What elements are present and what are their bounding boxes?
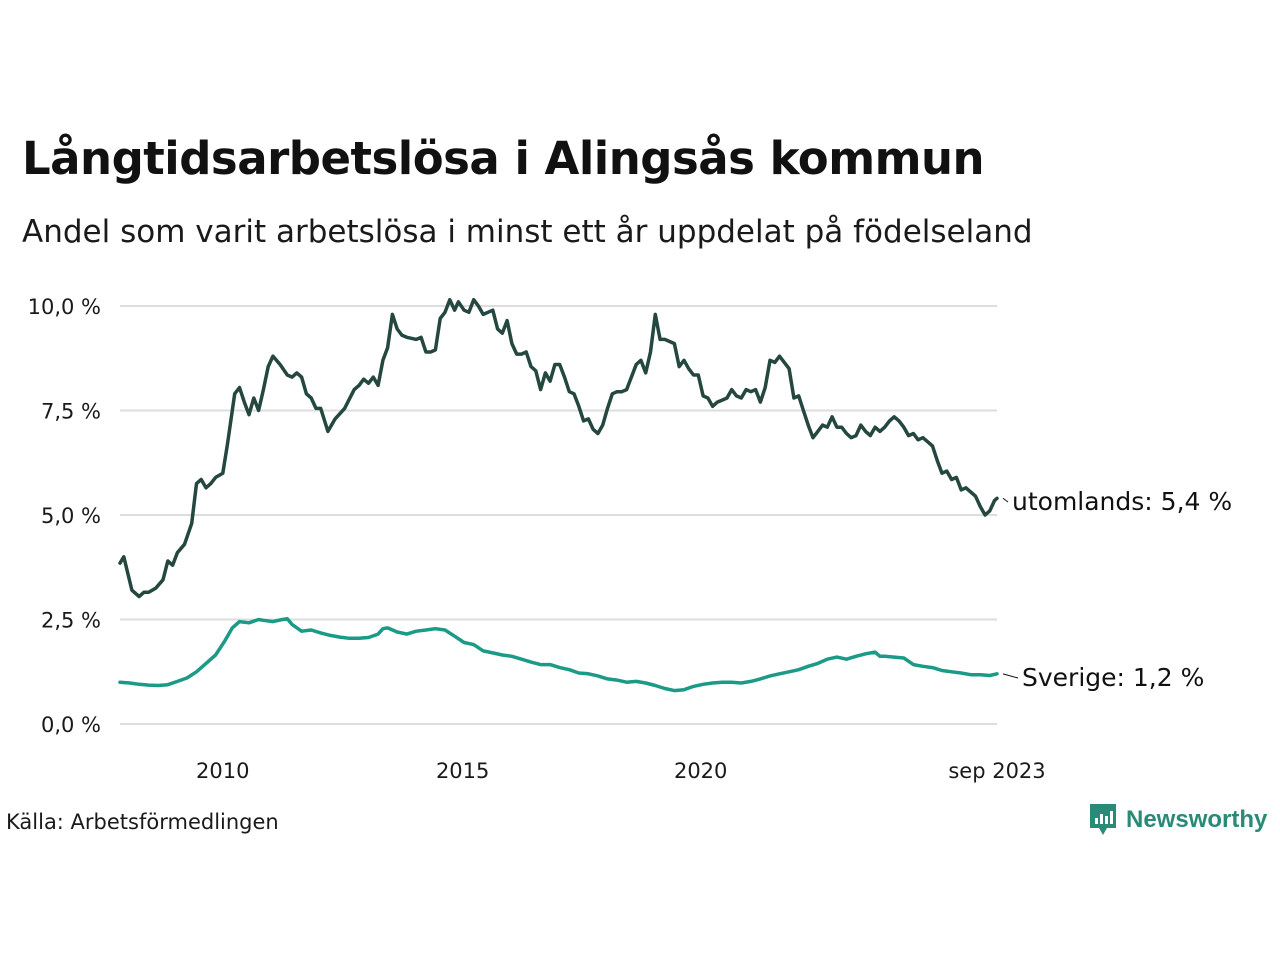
y-tick-label: 7,5 % [41, 400, 101, 424]
chart-title: Långtidsarbetslösa i Alingsås kommun [22, 132, 985, 185]
end-label-sverige: Sverige: 1,2 % [1022, 663, 1204, 692]
x-tick-label: 2010 [196, 759, 249, 783]
end-label-leader [1002, 497, 1009, 503]
x-tick-label: sep 2023 [948, 759, 1045, 783]
newsworthy-logo[interactable]: Newsworthy [1088, 802, 1267, 838]
series-line-sverige [118, 616, 999, 693]
newsworthy-icon [1090, 804, 1116, 835]
source-note: Källa: Arbetsförmedlingen [6, 810, 279, 834]
chart-subtitle: Andel som varit arbetslösa i minst ett å… [22, 214, 1033, 250]
x-tick-label: 2020 [674, 759, 727, 783]
y-tick-label: 0,0 % [41, 713, 101, 737]
y-tick-label: 5,0 % [41, 504, 101, 528]
series-line-utomlands [118, 297, 999, 599]
brand-name: Newsworthy [1126, 806, 1268, 833]
y-tick-label: 2,5 % [41, 609, 101, 633]
x-tick-label: 2015 [436, 759, 489, 783]
end-label-utomlands: utomlands: 5,4 % [1012, 487, 1232, 516]
y-tick-label: 10,0 % [28, 295, 101, 319]
end-label-leader [1002, 673, 1019, 679]
